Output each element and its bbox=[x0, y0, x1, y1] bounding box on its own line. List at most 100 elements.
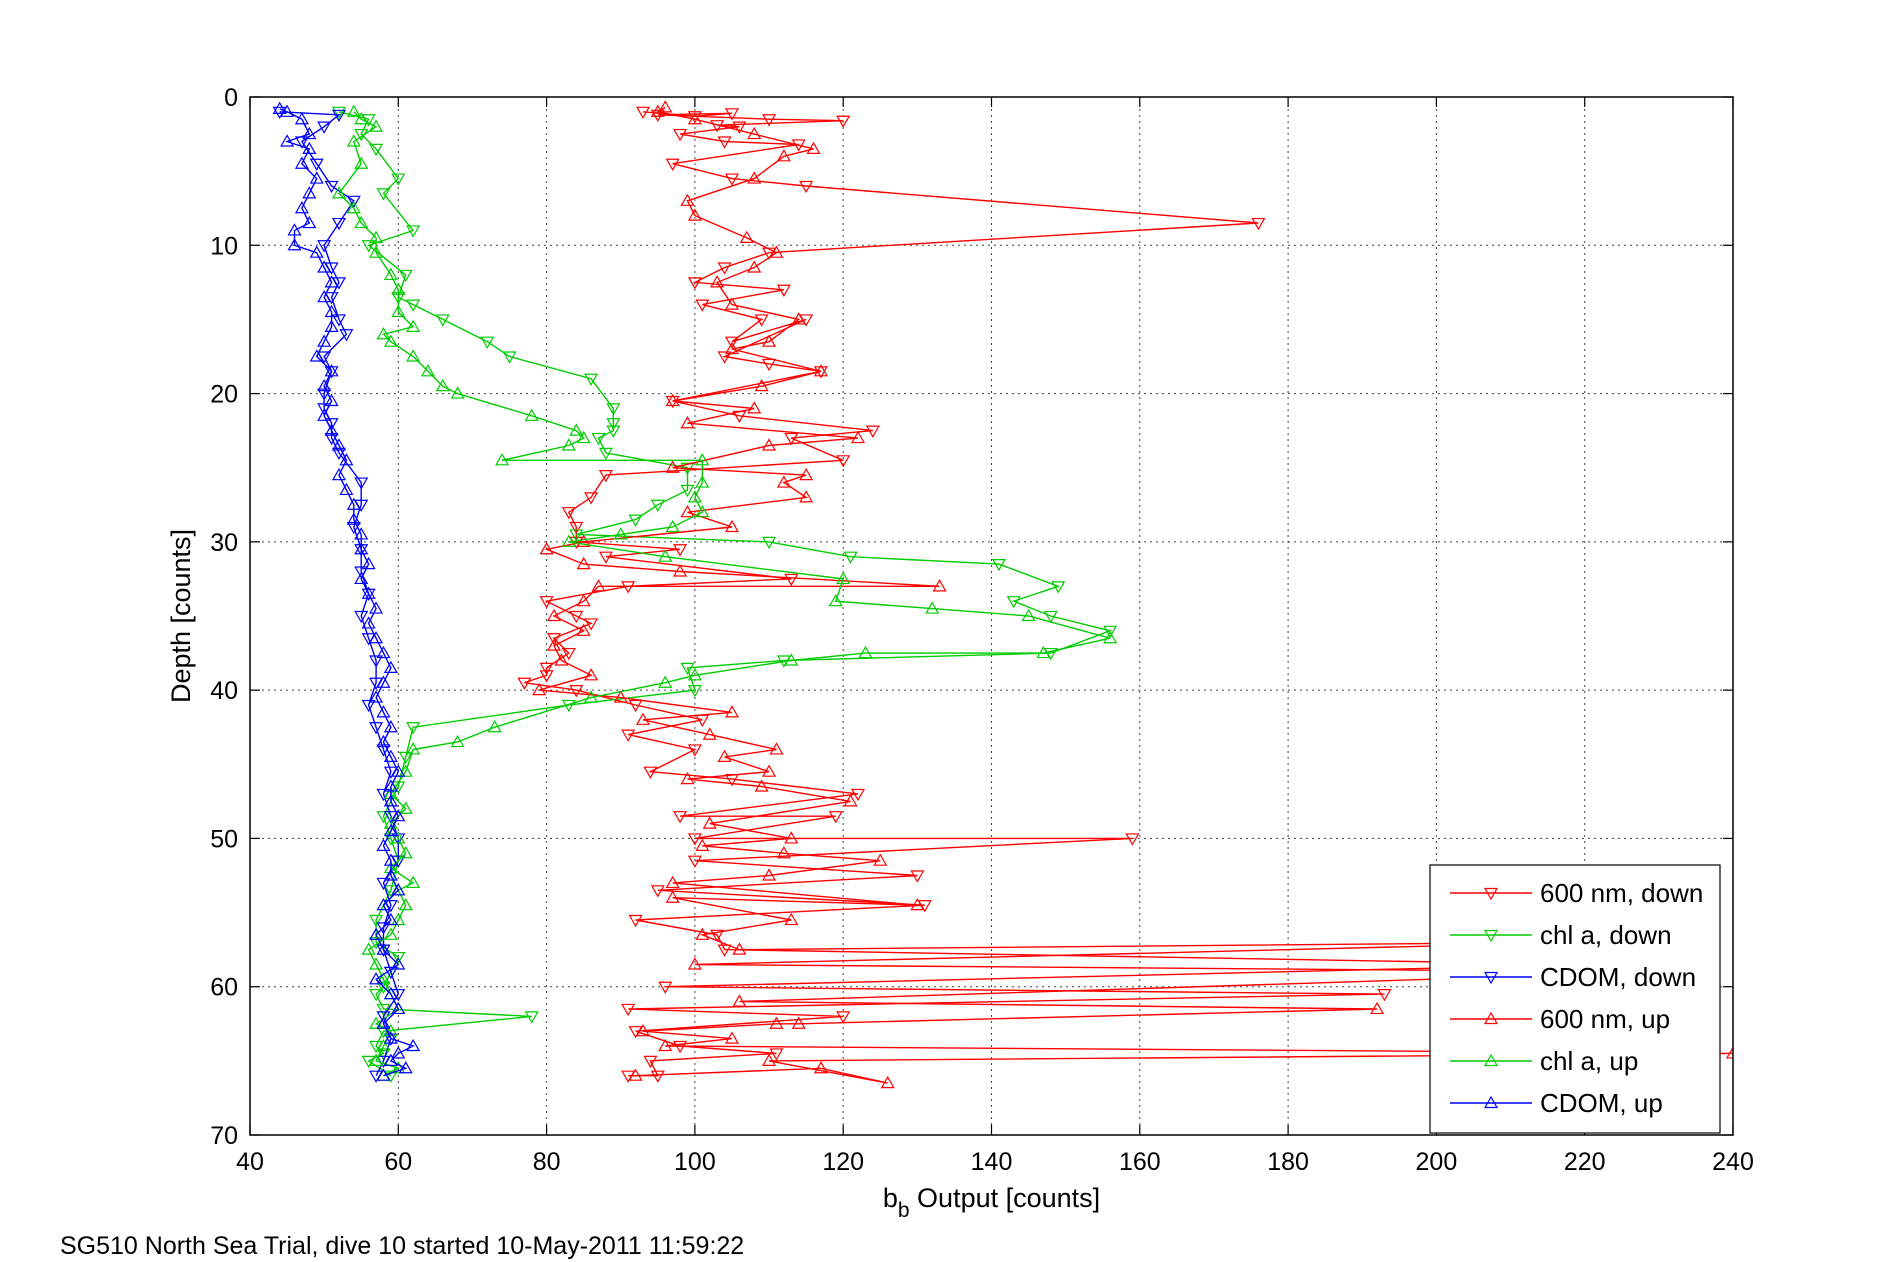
legend-item: CDOM, down bbox=[1450, 962, 1696, 992]
data-point bbox=[724, 108, 740, 121]
data-point bbox=[717, 262, 732, 275]
data-point bbox=[791, 312, 806, 325]
data-point bbox=[576, 430, 591, 444]
data-point bbox=[539, 542, 554, 555]
data-point bbox=[850, 788, 866, 802]
data-point bbox=[606, 425, 621, 438]
data-point bbox=[1043, 610, 1058, 624]
data-point bbox=[346, 134, 361, 147]
data-point bbox=[435, 378, 450, 392]
data-point bbox=[628, 914, 643, 928]
data-point bbox=[354, 610, 369, 624]
data-point bbox=[369, 1053, 384, 1066]
data-point bbox=[317, 121, 332, 134]
data-point bbox=[584, 373, 599, 386]
data-point bbox=[391, 957, 406, 970]
data-point bbox=[621, 1003, 636, 1017]
data-point bbox=[724, 336, 740, 349]
data-point bbox=[546, 608, 562, 622]
data-point bbox=[450, 734, 465, 748]
x-axis-label: bb Output [counts] bbox=[883, 1183, 1100, 1222]
data-point bbox=[383, 966, 398, 980]
data-point bbox=[658, 981, 673, 994]
data-point bbox=[687, 111, 702, 124]
data-point bbox=[1021, 608, 1036, 622]
data-point bbox=[791, 139, 806, 152]
data-point bbox=[1006, 596, 1021, 609]
data-point bbox=[391, 304, 406, 318]
data-point bbox=[1251, 217, 1266, 231]
data-point bbox=[376, 705, 391, 718]
data-point bbox=[346, 521, 361, 535]
data-point bbox=[710, 929, 725, 943]
data-point bbox=[598, 470, 613, 483]
data-point bbox=[376, 838, 391, 851]
legend-label: chl a, up bbox=[1540, 1046, 1638, 1076]
data-point bbox=[687, 668, 702, 681]
data-point bbox=[747, 171, 762, 184]
data-point bbox=[784, 573, 799, 587]
data-point bbox=[762, 438, 777, 451]
data-point bbox=[710, 275, 725, 288]
data-point bbox=[687, 277, 702, 290]
data-point bbox=[376, 1068, 391, 1081]
data-point bbox=[317, 334, 332, 347]
data-point bbox=[302, 186, 317, 199]
data-point bbox=[376, 645, 391, 659]
data-point bbox=[606, 403, 621, 416]
data-point bbox=[398, 897, 413, 911]
data-point bbox=[680, 771, 695, 785]
data-point bbox=[717, 944, 732, 957]
data-point bbox=[650, 104, 665, 117]
series-cdom-down bbox=[272, 106, 406, 1083]
data-point bbox=[1370, 1001, 1385, 1015]
data-point bbox=[539, 670, 554, 683]
data-point bbox=[324, 423, 339, 436]
data-point bbox=[272, 101, 287, 114]
data-point bbox=[584, 690, 599, 703]
data-point bbox=[398, 1061, 413, 1074]
data-point bbox=[309, 158, 324, 171]
data-point bbox=[369, 989, 384, 1002]
data-point bbox=[561, 647, 576, 661]
data-point bbox=[420, 364, 435, 377]
data-point bbox=[762, 114, 777, 127]
data-point bbox=[687, 208, 702, 221]
data-point bbox=[584, 492, 599, 505]
series-layer bbox=[272, 100, 1733, 1089]
data-point bbox=[391, 1061, 406, 1074]
data-point bbox=[383, 912, 398, 926]
data-point bbox=[376, 981, 391, 994]
data-point bbox=[369, 631, 384, 644]
legend-item: chl a, down bbox=[1450, 920, 1672, 950]
x-tick-label: 240 bbox=[1712, 1148, 1754, 1176]
data-point bbox=[695, 504, 710, 518]
x-tick-label: 160 bbox=[1119, 1148, 1161, 1176]
data-point bbox=[361, 616, 376, 629]
data-point bbox=[324, 319, 339, 332]
data-point bbox=[369, 119, 384, 132]
data-point bbox=[294, 201, 309, 214]
data-point bbox=[680, 416, 695, 429]
data-point bbox=[391, 912, 406, 926]
data-point bbox=[524, 1011, 539, 1024]
data-point bbox=[324, 393, 339, 407]
legend-label: CDOM, down bbox=[1540, 962, 1696, 992]
data-point bbox=[598, 447, 613, 461]
legend-swatch-marker bbox=[1483, 1011, 1499, 1025]
data-point bbox=[880, 1075, 895, 1089]
data-point bbox=[687, 112, 702, 125]
data-point bbox=[376, 1038, 391, 1052]
data-point bbox=[747, 260, 762, 273]
data-point bbox=[836, 1011, 851, 1024]
data-point bbox=[769, 245, 784, 258]
legend-item: chl a, up bbox=[1450, 1046, 1638, 1076]
y-tick-label: 20 bbox=[210, 381, 238, 409]
data-point bbox=[354, 112, 369, 125]
data-point bbox=[354, 542, 369, 555]
data-point bbox=[724, 1031, 740, 1044]
data-point bbox=[658, 1038, 673, 1052]
legend-swatch-marker bbox=[1483, 887, 1499, 901]
data-point bbox=[569, 521, 584, 535]
data-point bbox=[569, 529, 584, 542]
